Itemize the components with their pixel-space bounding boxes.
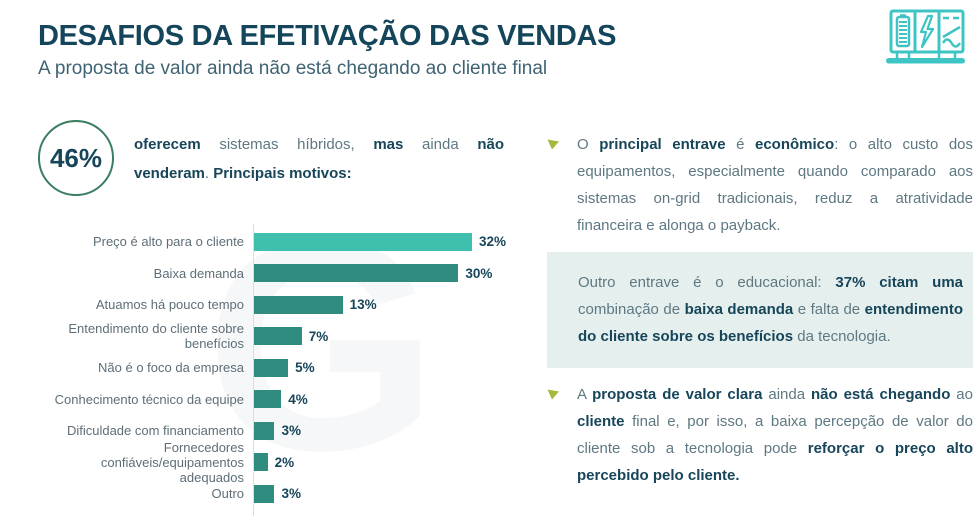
bar (254, 327, 302, 346)
text-segment: combinação de (578, 301, 685, 318)
text-segment: proposta de valor clara (592, 386, 763, 403)
bar-value-label: 3% (281, 486, 301, 502)
bar-cell: 5% (254, 358, 525, 377)
slide-header: DESAFIOS DA EFETIVAÇÃO DAS VENDAS A prop… (38, 20, 878, 80)
paragraph-value-proposition: A proposta de valor clara ainda não está… (577, 381, 973, 489)
chart-row: Outro 3% (35, 478, 525, 510)
bar (254, 358, 289, 377)
chart-row: Entendimento do cliente sobre benefícios… (35, 321, 525, 353)
bar-value-label: 2% (274, 454, 295, 470)
text-segment: não venderam (134, 136, 504, 182)
right-panel: O principal entrave é econômico: o alto … (547, 131, 973, 489)
text-segment: ao (950, 386, 973, 403)
bar (254, 264, 459, 283)
bar-cell: 3% (254, 421, 525, 440)
text-segment: reforçar o preço alto percebido pelo cli… (577, 440, 973, 484)
bar (254, 295, 343, 314)
bar (254, 390, 282, 409)
text-segment: oferecem (134, 136, 201, 153)
stat-block: 46% oferecem sistemas híbridos, mas aind… (38, 120, 504, 196)
text-segment: : o alto custo dos equipamentos, especia… (577, 136, 973, 234)
chart-row: Dificuldade com financiamento 3% (35, 415, 525, 447)
text-segment: econômico (755, 136, 835, 153)
bar-category-label: Outro (211, 486, 244, 502)
stat-value: 46% (49, 142, 103, 173)
text-segment: O (577, 136, 600, 153)
paragraph-educational-barrier: Outro entrave é o educacional: 37% citam… (578, 269, 963, 350)
bar-cell: 30% (254, 264, 525, 283)
bar-cell: 7% (254, 327, 525, 346)
bar (254, 421, 275, 440)
bar-value-label: 13% (349, 297, 377, 313)
bar (254, 484, 275, 503)
chart-row: Baixa demanda 30% (35, 258, 525, 290)
chart-row: Fornecedores confiáveis/equipamentos ade… (35, 440, 525, 485)
bar-category-label: Baixa demanda (153, 265, 244, 281)
bar-cell: 4% (254, 390, 525, 409)
text-segment: principal entrave (599, 136, 726, 153)
arrow-bullet-icon (547, 381, 577, 406)
paragraph-economic-barrier: O principal entrave é econômico: o alto … (577, 131, 973, 239)
bar-category-label: Não é o foco da empresa (98, 360, 244, 376)
text-segment: A (577, 386, 593, 403)
text-segment: é (725, 136, 755, 153)
bar-chart: Preço é alto para o cliente 32% Baixa dema… (35, 224, 525, 515)
bar-value-label: 3% (281, 423, 301, 439)
text-segment: 37% citam uma (835, 274, 964, 291)
bar-category-label: Conhecimento técnico da equipe (54, 391, 244, 407)
bar-value-label: 5% (295, 360, 315, 376)
arrow-bullet-icon (547, 131, 577, 156)
text-segment: sistemas híbridos, (200, 136, 374, 153)
bar-value-label: 4% (288, 391, 308, 407)
bullet-2: A proposta de valor clara ainda não está… (547, 381, 973, 489)
text-segment: não está chegando (811, 386, 951, 403)
text-segment: . (204, 165, 214, 182)
bar-category-label: Preço é alto para o cliente (92, 234, 244, 250)
bar-category-label: Atuamos há pouco tempo (95, 297, 244, 313)
text-segment: Outro entrave é o educacional: (578, 274, 836, 291)
bar-value-label: 30% (465, 265, 493, 281)
chart-row: Conhecimento técnico da equipe 4% (35, 384, 525, 416)
page-subtitle: A proposta de valor ainda não está chega… (38, 58, 548, 80)
highlight-box: Outro entrave é o educacional: 37% citam… (547, 252, 973, 368)
bar-cell: 3% (254, 484, 525, 503)
stat-text: oferecem sistemas híbridos, mas ainda nã… (134, 130, 504, 188)
text-segment: ainda (762, 386, 811, 403)
bar-category-label: Entendimento do cliente sobre benefícios (68, 321, 244, 352)
chart-row: Preço é alto para o cliente 32% (35, 226, 525, 258)
text-segment: e falta de (793, 301, 865, 318)
text-segment: da tecnologia. (793, 328, 891, 345)
text-segment: ainda (403, 136, 478, 153)
bar-category-label: Dificuldade com financiamento (66, 423, 244, 439)
hybrid-inverter-battery-icon (881, 6, 965, 73)
text-segment: baixa demanda (684, 301, 794, 318)
bar-category-label: Fornecedores confiáveis/equipamentos ade… (100, 439, 244, 485)
text-segment: cliente (577, 413, 625, 430)
bullet-1: O principal entrave é econômico: o alto … (547, 131, 973, 239)
page-title: DESAFIOS DA EFETIVAÇÃO DAS VENDAS (38, 20, 617, 52)
stat-circle: 46% (38, 120, 114, 196)
bar (254, 453, 268, 472)
chart-row: Não é o foco da empresa 5% (35, 352, 525, 384)
text-segment: final e, por isso, a baixa percepção de … (577, 413, 973, 457)
bar-value-label: 7% (308, 328, 329, 344)
bar-cell: 32% (254, 232, 525, 251)
bar-cell: 2% (254, 453, 525, 472)
text-segment: entendimento do cliente sobre os benefíc… (578, 301, 963, 345)
bar (254, 232, 472, 251)
bar-cell: 13% (254, 295, 525, 314)
text-segment: Principais motivos: (213, 165, 352, 182)
bar-value-label: 32% (479, 234, 507, 250)
text-segment: mas (373, 136, 404, 153)
chart-row: Atuamos há pouco tempo 13% (35, 289, 525, 321)
